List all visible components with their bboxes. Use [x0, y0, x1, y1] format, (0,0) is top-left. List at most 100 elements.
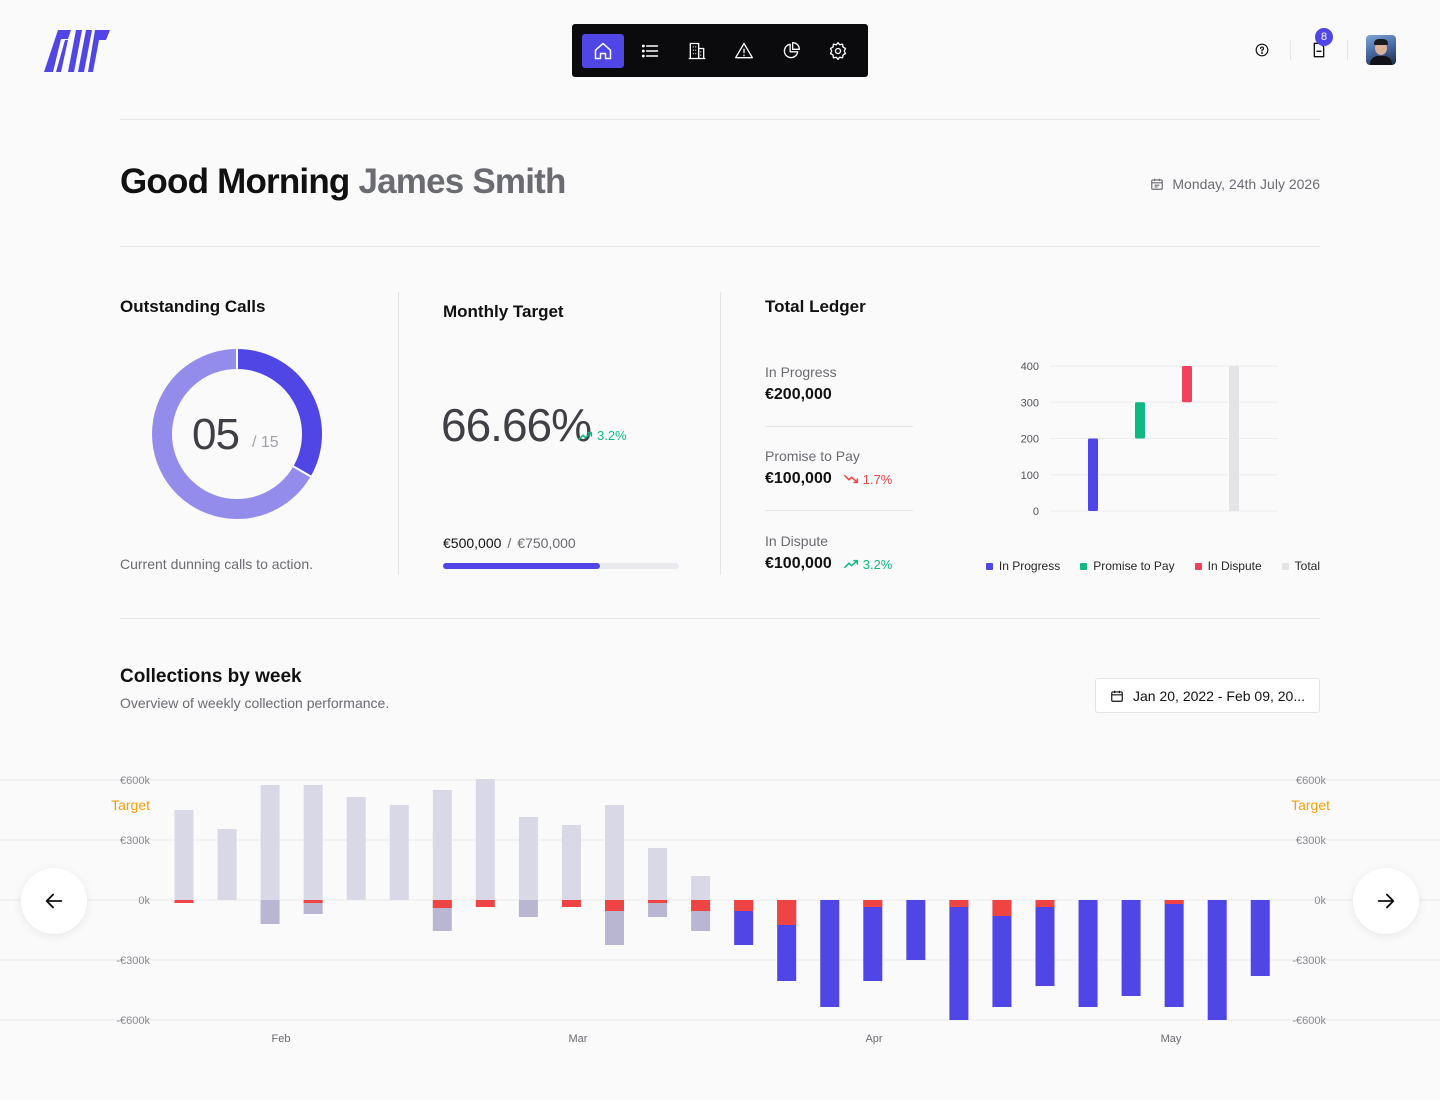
trend-up-icon — [843, 559, 858, 569]
list-icon — [641, 44, 659, 57]
company-logo[interactable] — [44, 30, 110, 72]
nav-reports[interactable] — [770, 34, 812, 68]
x-tick-label: Mar — [569, 1033, 588, 1045]
target-label: Target — [1291, 797, 1330, 813]
nav-settings[interactable] — [817, 34, 859, 68]
divider — [720, 292, 721, 575]
week-bar — [217, 829, 237, 900]
bar-negative — [1207, 900, 1227, 1020]
bar-dispute — [475, 900, 495, 907]
notifications-button[interactable]: 8 — [1309, 28, 1333, 60]
y-tick-label: 0 — [1033, 506, 1039, 518]
bar-negative — [1250, 900, 1270, 976]
divider — [120, 119, 1320, 120]
target-percent: 66.66% — [441, 399, 592, 451]
y-tick-label: €300k — [120, 835, 150, 847]
bar-dispute — [734, 900, 754, 911]
nav-list[interactable] — [629, 34, 671, 68]
target-trend-value: 3.2% — [597, 428, 627, 443]
calls-total: / 15 — [252, 434, 279, 451]
arrow-left-icon — [45, 893, 63, 909]
bar-positive — [260, 785, 280, 900]
current-date: Monday, 24th July 2026 — [1150, 176, 1320, 192]
legend-item: Total — [1281, 559, 1320, 573]
legend-item: In Dispute — [1194, 559, 1262, 573]
week-bar — [734, 900, 754, 945]
bar-negative — [734, 900, 754, 945]
bar-dispute — [992, 900, 1012, 916]
nav-alerts[interactable] — [723, 34, 765, 68]
bar-negative — [303, 900, 323, 914]
main-nav — [572, 24, 868, 77]
ledger-trend: 3.2% — [843, 557, 892, 572]
week-bar — [518, 817, 538, 917]
week-bar — [174, 810, 194, 903]
nav-home[interactable] — [582, 33, 624, 68]
legend-item: In Progress — [985, 559, 1061, 573]
settings-icon — [829, 41, 847, 60]
ledger-label: Promise to Pay — [765, 448, 860, 464]
ledger-value: €100,000 — [765, 470, 832, 487]
bar-negative — [1164, 900, 1184, 1007]
bar-dispute — [605, 900, 624, 911]
divider — [765, 426, 913, 427]
bar-dispute — [691, 900, 711, 911]
bar-negative — [1078, 900, 1098, 1007]
week-bar — [432, 790, 452, 931]
legend-swatch — [1080, 562, 1088, 570]
ledger-bar-in-progress — [1088, 438, 1098, 511]
y-tick-label: 300 — [1021, 397, 1039, 409]
user-name: James Smith — [358, 162, 566, 201]
bar-dispute — [561, 900, 581, 907]
week-bar — [475, 779, 495, 907]
nav-companies[interactable] — [676, 34, 718, 68]
legend-label: In Progress — [998, 559, 1061, 573]
ledger-promise-to-pay: Promise to Pay €100,000 1.7% — [765, 448, 913, 488]
notification-badge: 8 — [1315, 28, 1333, 46]
bar-positive — [691, 876, 711, 900]
ledger-in-progress: In Progress €200,000 — [765, 364, 913, 404]
week-bar — [949, 900, 969, 1020]
ledger-bar-promise-to-pay — [1135, 402, 1145, 439]
pie-chart-icon — [783, 41, 800, 58]
week-bar — [303, 785, 323, 914]
ledger-bar-in-dispute — [1182, 366, 1192, 403]
ledger-label: In Dispute — [765, 533, 829, 549]
week-bar — [1078, 900, 1098, 1007]
legend-label: Promise to Pay — [1093, 559, 1175, 573]
bar-dispute — [648, 900, 668, 903]
building-icon — [688, 42, 706, 59]
avatar[interactable] — [1366, 35, 1396, 65]
donut-remaining — [150, 347, 313, 521]
week-bar — [605, 805, 624, 945]
previous-button[interactable] — [21, 868, 87, 934]
bar-negative — [648, 900, 668, 917]
calls-caption: Current dunning calls to action. — [120, 556, 313, 572]
week-bar — [863, 900, 883, 981]
y-tick-label: 0k — [138, 895, 150, 907]
alert-icon — [735, 42, 753, 58]
calls-count: 05 — [192, 410, 240, 459]
week-bar — [561, 825, 581, 907]
help-button[interactable] — [1252, 40, 1272, 60]
x-tick-label: Apr — [865, 1033, 882, 1045]
bar-positive — [217, 829, 237, 900]
total-ledger-title: Total Ledger — [765, 297, 866, 316]
date-text: Monday, 24th July 2026 — [1172, 176, 1320, 192]
next-button[interactable] — [1353, 868, 1419, 934]
bar-dispute — [432, 900, 452, 908]
bar-negative — [949, 900, 969, 1020]
date-range-picker[interactable]: Jan 20, 2022 - Feb 09, 20... — [1095, 678, 1320, 713]
target-separator: / — [507, 535, 512, 551]
bar-positive — [648, 848, 668, 900]
greeting: Good Morning James Smith — [120, 162, 566, 202]
bar-negative — [1035, 900, 1055, 986]
bar-dispute — [949, 900, 969, 907]
y-tick-label: 100 — [1021, 470, 1039, 482]
target-progress-bar — [443, 563, 679, 569]
week-bar — [1035, 900, 1055, 986]
calendar-icon — [1151, 178, 1164, 190]
bar-dispute — [1164, 900, 1184, 904]
y-tick-label: -€300k — [1292, 955, 1326, 967]
target-progress-fill — [443, 563, 601, 569]
